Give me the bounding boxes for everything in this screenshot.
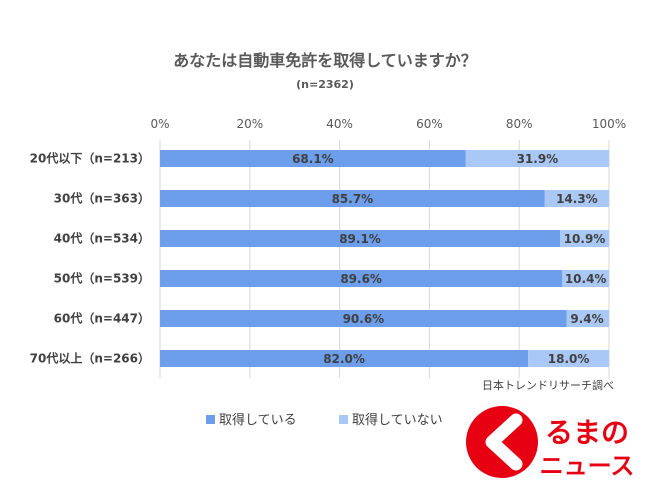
legend-swatch [206,415,215,424]
data-label: 90.6% [343,312,385,326]
data-label: 85.7% [332,192,374,206]
data-label: 10.4% [565,272,607,286]
logo-text-top: るまの [545,416,629,449]
bar-licensed [160,310,567,327]
x-axis: 0% 20% 40% 60% 80% 100% [150,117,626,131]
data-label: 89.6% [340,272,382,286]
category-label: 70代以上（n=266） [30,351,150,366]
bar-licensed [160,270,563,287]
data-label: 31.9% [517,152,559,166]
data-label: 18.0% [548,352,590,366]
category-label: 50代（n=539） [54,271,150,286]
bar-not-licensed [562,270,609,287]
source-note: 日本トレンドリサーチ調べ [482,378,614,392]
data-label: 68.1% [292,152,334,166]
category-label: 20代以下（n=213） [30,151,150,166]
kuruma-news-logo: るまの ニュース [466,406,634,480]
bar-not-licensed [544,190,609,207]
x-tick-label: 0% [150,117,169,131]
category-axis: 20代以下（n=213） 30代（n=363） 40代（n=534） 50代（n=53… [30,151,150,366]
bar-not-licensed [465,150,609,167]
x-tick-label: 100% [592,117,626,131]
bar-licensed [160,190,545,207]
bar-not-licensed [560,230,609,247]
bar-not-licensed [566,310,609,327]
category-label: 40代（n=534） [54,231,150,246]
bar-licensed [160,230,561,247]
x-tick-label: 40% [326,117,353,131]
legend-label: 取得している [219,412,297,428]
bars: 68.1% 31.9% 85.7% 14.3% 89.1% 10.9% 89.6% 10.4%… [160,150,609,367]
legend-label: 取得していない [352,412,443,428]
category-label: 60代（n=447） [54,311,150,326]
bar-not-licensed [528,350,609,367]
data-label: 14.3% [556,192,598,206]
logo-chevron-icon [485,413,523,471]
grid-lines [159,140,610,378]
category-label: 30代（n=363） [54,191,150,206]
bar-licensed [160,150,466,167]
x-tick-label: 80% [506,117,533,131]
logo-circle [466,406,538,478]
data-label: 10.9% [564,232,606,246]
x-tick-label: 20% [236,117,263,131]
data-label: 89.1% [339,232,381,246]
legend-swatch [339,415,348,424]
data-label: 9.4% [570,312,603,326]
chart-subtitle: (n=2362) [296,78,354,91]
chart-title: あなたは自動車免許を取得していますか？ [173,51,477,70]
logo-text-bottom: ニュース [540,452,635,480]
bar-licensed [160,350,529,367]
legend: 取得している 取得していない [206,412,443,428]
data-label: 82.0% [323,352,365,366]
x-tick-label: 60% [416,117,443,131]
